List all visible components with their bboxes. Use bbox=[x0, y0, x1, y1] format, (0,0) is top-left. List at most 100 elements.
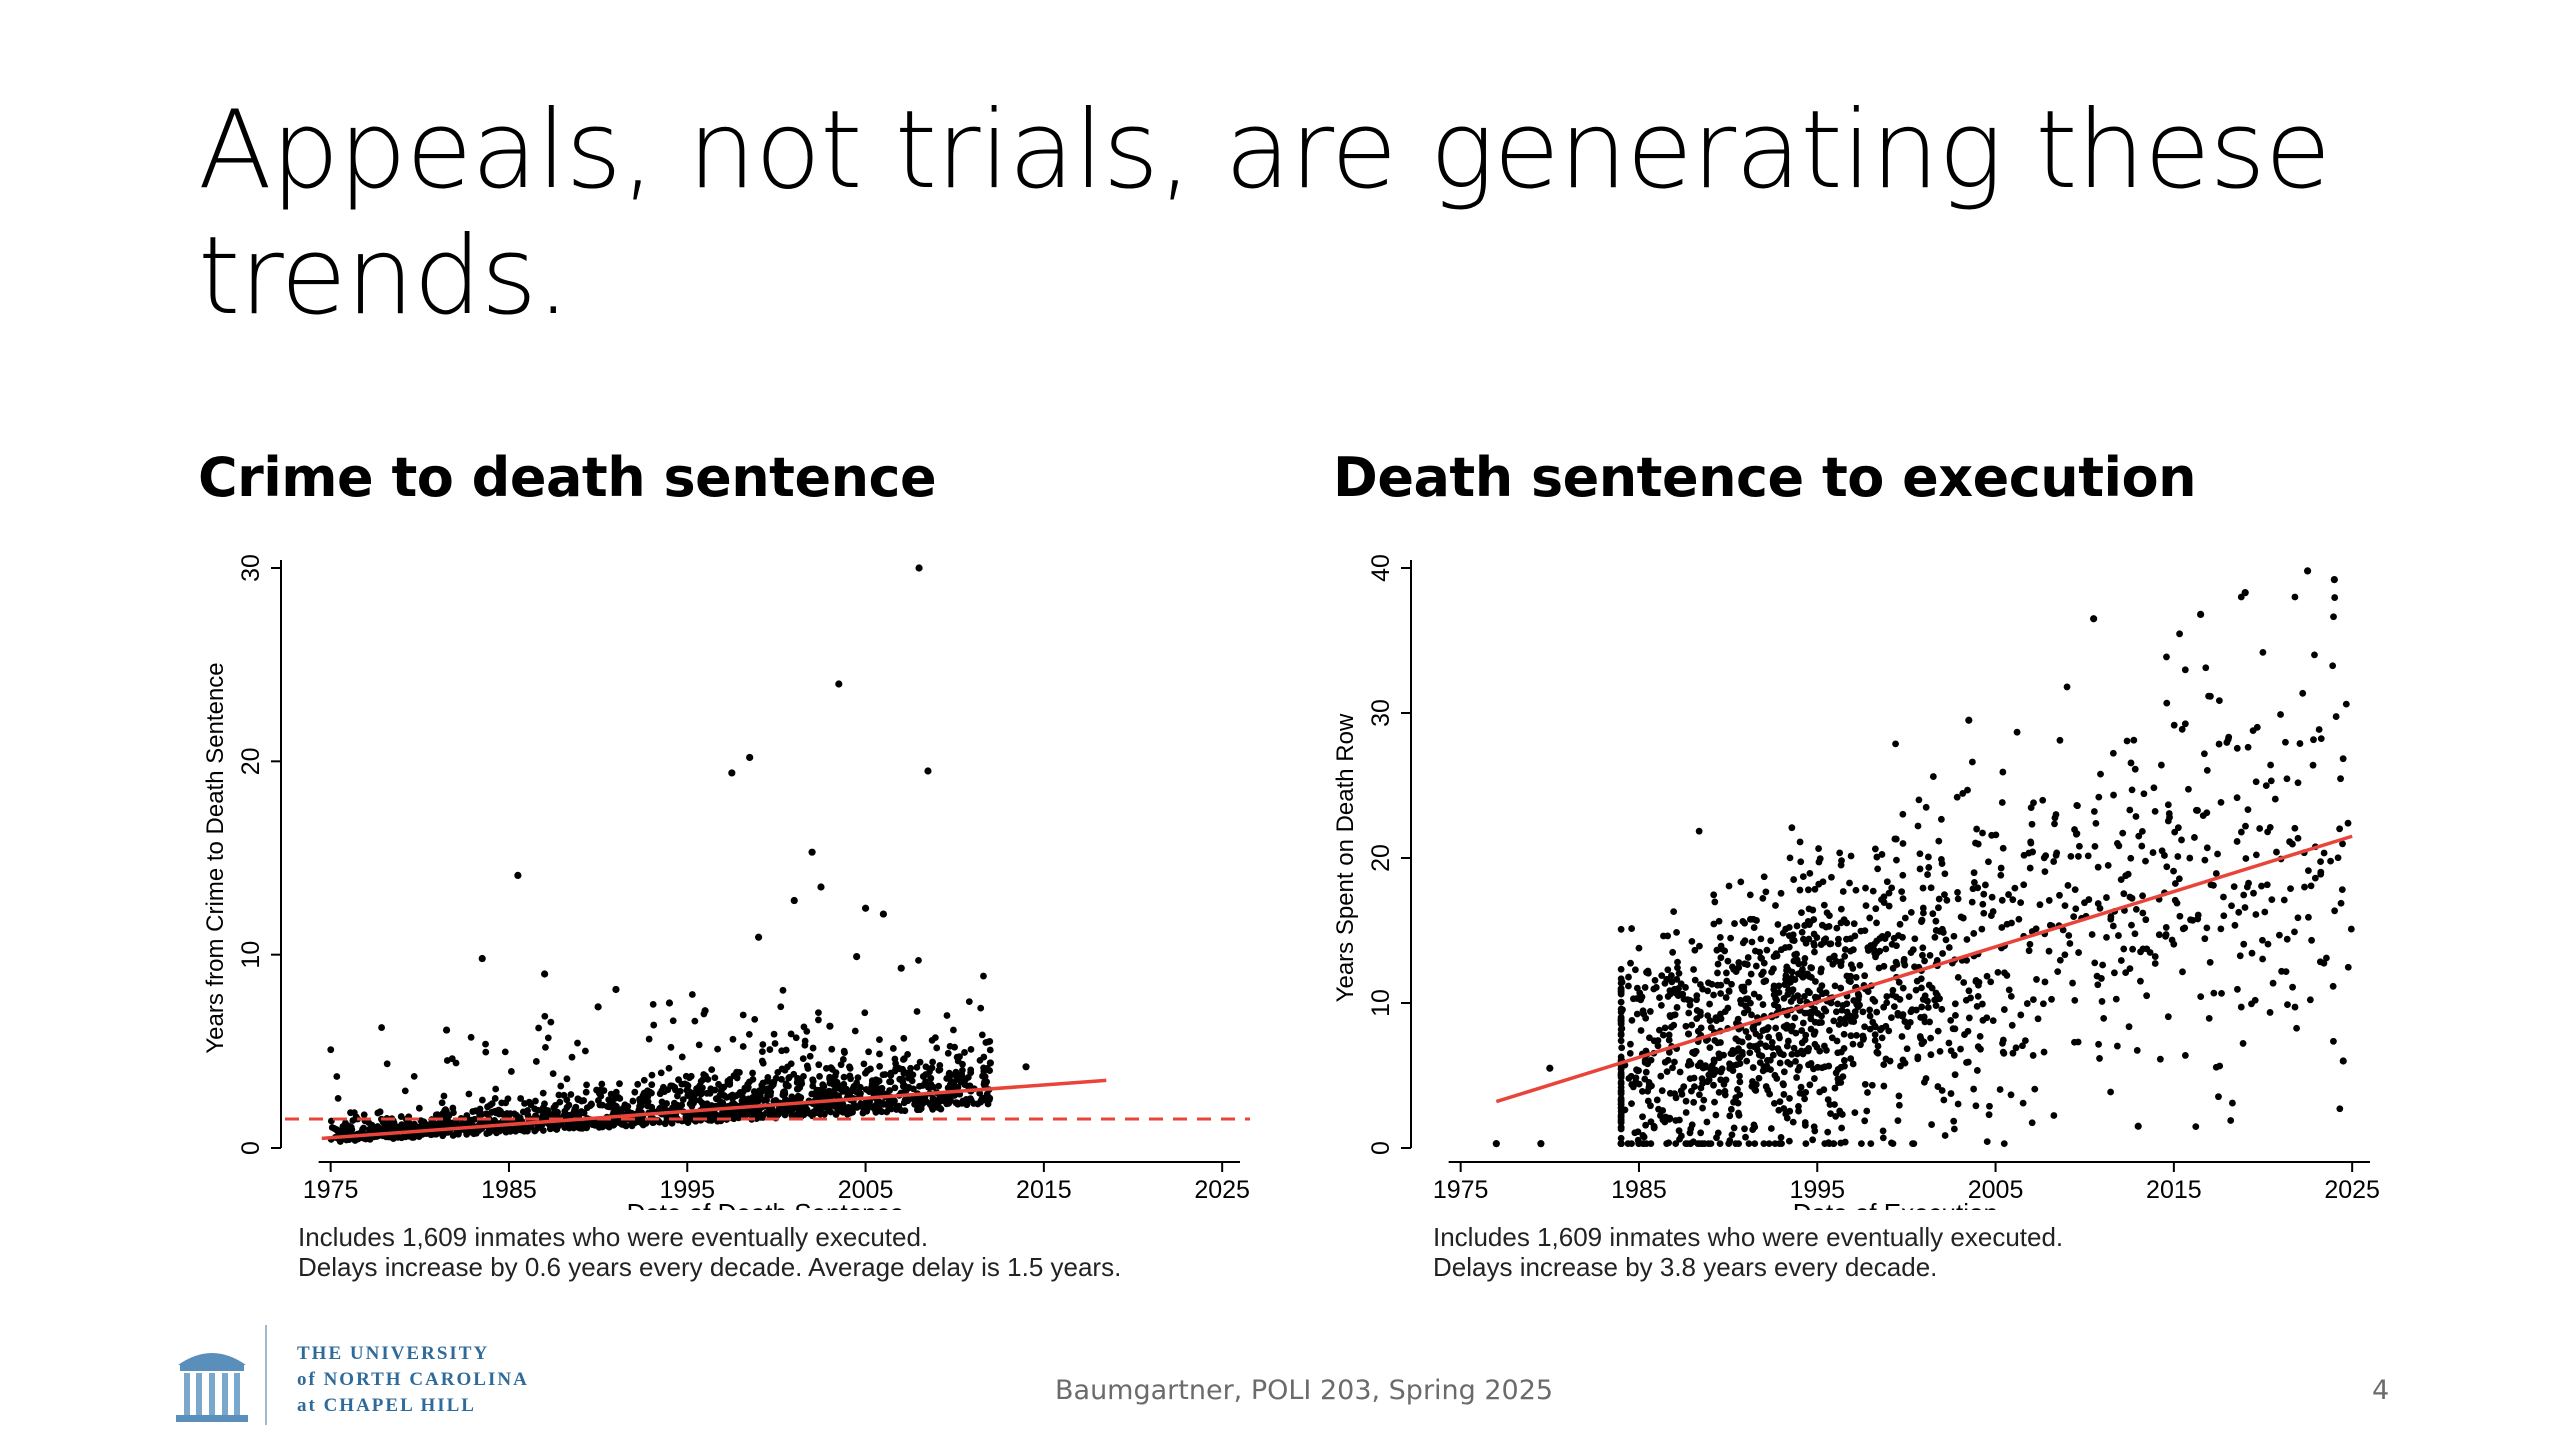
data-point bbox=[334, 1094, 342, 1102]
data-point bbox=[2336, 1105, 2344, 1113]
data-point bbox=[2268, 896, 2276, 904]
data-point bbox=[692, 1090, 700, 1098]
data-point bbox=[1617, 1140, 1625, 1148]
data-point bbox=[2181, 1052, 2189, 1059]
data-point bbox=[2066, 940, 2074, 947]
data-point bbox=[769, 1112, 777, 1119]
data-point bbox=[1837, 905, 1845, 913]
data-point bbox=[2178, 725, 2186, 733]
data-point bbox=[521, 1100, 528, 1107]
data-point bbox=[1671, 1090, 1678, 1098]
data-point bbox=[1661, 979, 1669, 987]
data-point bbox=[1741, 919, 1749, 927]
data-point bbox=[1851, 1008, 1859, 1016]
data-point bbox=[2113, 1042, 2121, 1050]
y-tick-label: 0 bbox=[237, 1141, 265, 1155]
data-point bbox=[2131, 765, 2139, 773]
data-point bbox=[544, 1034, 552, 1042]
data-point bbox=[1659, 1031, 1667, 1039]
data-point bbox=[669, 1017, 677, 1025]
data-point bbox=[578, 1097, 586, 1105]
data-point bbox=[1627, 959, 1634, 967]
data-point bbox=[1853, 1031, 1860, 1039]
data-point bbox=[1925, 864, 1933, 871]
data-point bbox=[865, 1048, 872, 1056]
x-tick-label: 2005 bbox=[1968, 1176, 2024, 1204]
data-point bbox=[777, 1003, 785, 1011]
data-point bbox=[857, 1100, 865, 1108]
data-point bbox=[1924, 1004, 1932, 1011]
data-point bbox=[640, 1076, 648, 1084]
x-axis-title: Date of Execution bbox=[1793, 1198, 1998, 1210]
data-point bbox=[1686, 997, 1694, 1004]
data-point bbox=[2137, 977, 2144, 985]
data-point bbox=[1903, 1045, 1911, 1053]
data-point bbox=[1820, 936, 1828, 944]
data-point bbox=[2029, 1052, 2037, 1059]
data-point bbox=[1639, 1113, 1646, 1121]
right-scatter-chart: 1975 1985 1995 2005 2015 2025 0 10 20 30 40 Date of… bbox=[1332, 554, 2380, 1210]
data-point bbox=[1789, 1118, 1797, 1126]
data-point bbox=[1885, 902, 1893, 910]
data-point bbox=[2140, 790, 2148, 798]
data-point bbox=[1980, 909, 1988, 917]
y-tick-label: 30 bbox=[1367, 699, 1395, 727]
data-point bbox=[1924, 853, 1932, 861]
data-point bbox=[2032, 925, 2040, 933]
data-point bbox=[1720, 1080, 1728, 1088]
data-point bbox=[557, 1082, 565, 1090]
data-point bbox=[1617, 1065, 1625, 1073]
data-point bbox=[2317, 735, 2325, 743]
data-point bbox=[1669, 948, 1677, 956]
data-point bbox=[1863, 1107, 1871, 1115]
data-point bbox=[1725, 1140, 1733, 1148]
data-point bbox=[616, 1080, 623, 1088]
data-point bbox=[470, 1129, 478, 1137]
data-point bbox=[478, 954, 486, 963]
data-point bbox=[2151, 953, 2159, 960]
x-axis-title: Date of Death Sentence bbox=[627, 1198, 905, 1210]
data-point bbox=[1801, 1095, 1809, 1103]
data-point bbox=[681, 1080, 689, 1088]
data-point bbox=[2092, 820, 2100, 827]
data-point bbox=[751, 1015, 759, 1023]
data-point bbox=[720, 1109, 728, 1116]
data-point bbox=[1636, 989, 1644, 997]
data-point bbox=[1951, 1000, 1959, 1008]
data-point bbox=[1985, 858, 1992, 866]
data-point bbox=[1826, 1101, 1834, 1108]
data-point bbox=[2291, 928, 2298, 936]
data-point bbox=[1788, 968, 1796, 976]
data-point bbox=[387, 1120, 395, 1128]
data-point bbox=[1880, 1082, 1888, 1090]
data-point bbox=[1894, 1009, 1902, 1017]
data-point bbox=[1626, 1049, 1634, 1057]
data-point bbox=[1843, 972, 1851, 980]
data-point bbox=[1873, 853, 1881, 861]
data-point bbox=[1729, 1067, 1737, 1074]
data-point bbox=[868, 1080, 876, 1088]
data-point bbox=[1880, 1061, 1888, 1068]
data-point bbox=[1768, 1039, 1776, 1046]
data-point bbox=[1860, 1034, 1867, 1042]
data-point bbox=[535, 1024, 543, 1032]
data-point bbox=[532, 1058, 540, 1065]
data-point bbox=[965, 998, 973, 1006]
data-point bbox=[750, 1088, 758, 1095]
data-point bbox=[1713, 1017, 1720, 1025]
data-point bbox=[1815, 845, 1822, 852]
data-point bbox=[2176, 912, 2184, 920]
data-point bbox=[1889, 1140, 1897, 1148]
data-point bbox=[2071, 1038, 2078, 1046]
data-point bbox=[1675, 1127, 1683, 1135]
data-point bbox=[2103, 933, 2110, 941]
data-point bbox=[1898, 1033, 1906, 1040]
data-point bbox=[1996, 1086, 2004, 1093]
data-point bbox=[1682, 1022, 1690, 1030]
data-point bbox=[410, 1072, 418, 1080]
data-point bbox=[2164, 1013, 2172, 1021]
data-point bbox=[1878, 851, 1886, 858]
data-point bbox=[951, 1071, 959, 1079]
data-point bbox=[1714, 981, 1721, 989]
data-point bbox=[563, 1075, 571, 1083]
